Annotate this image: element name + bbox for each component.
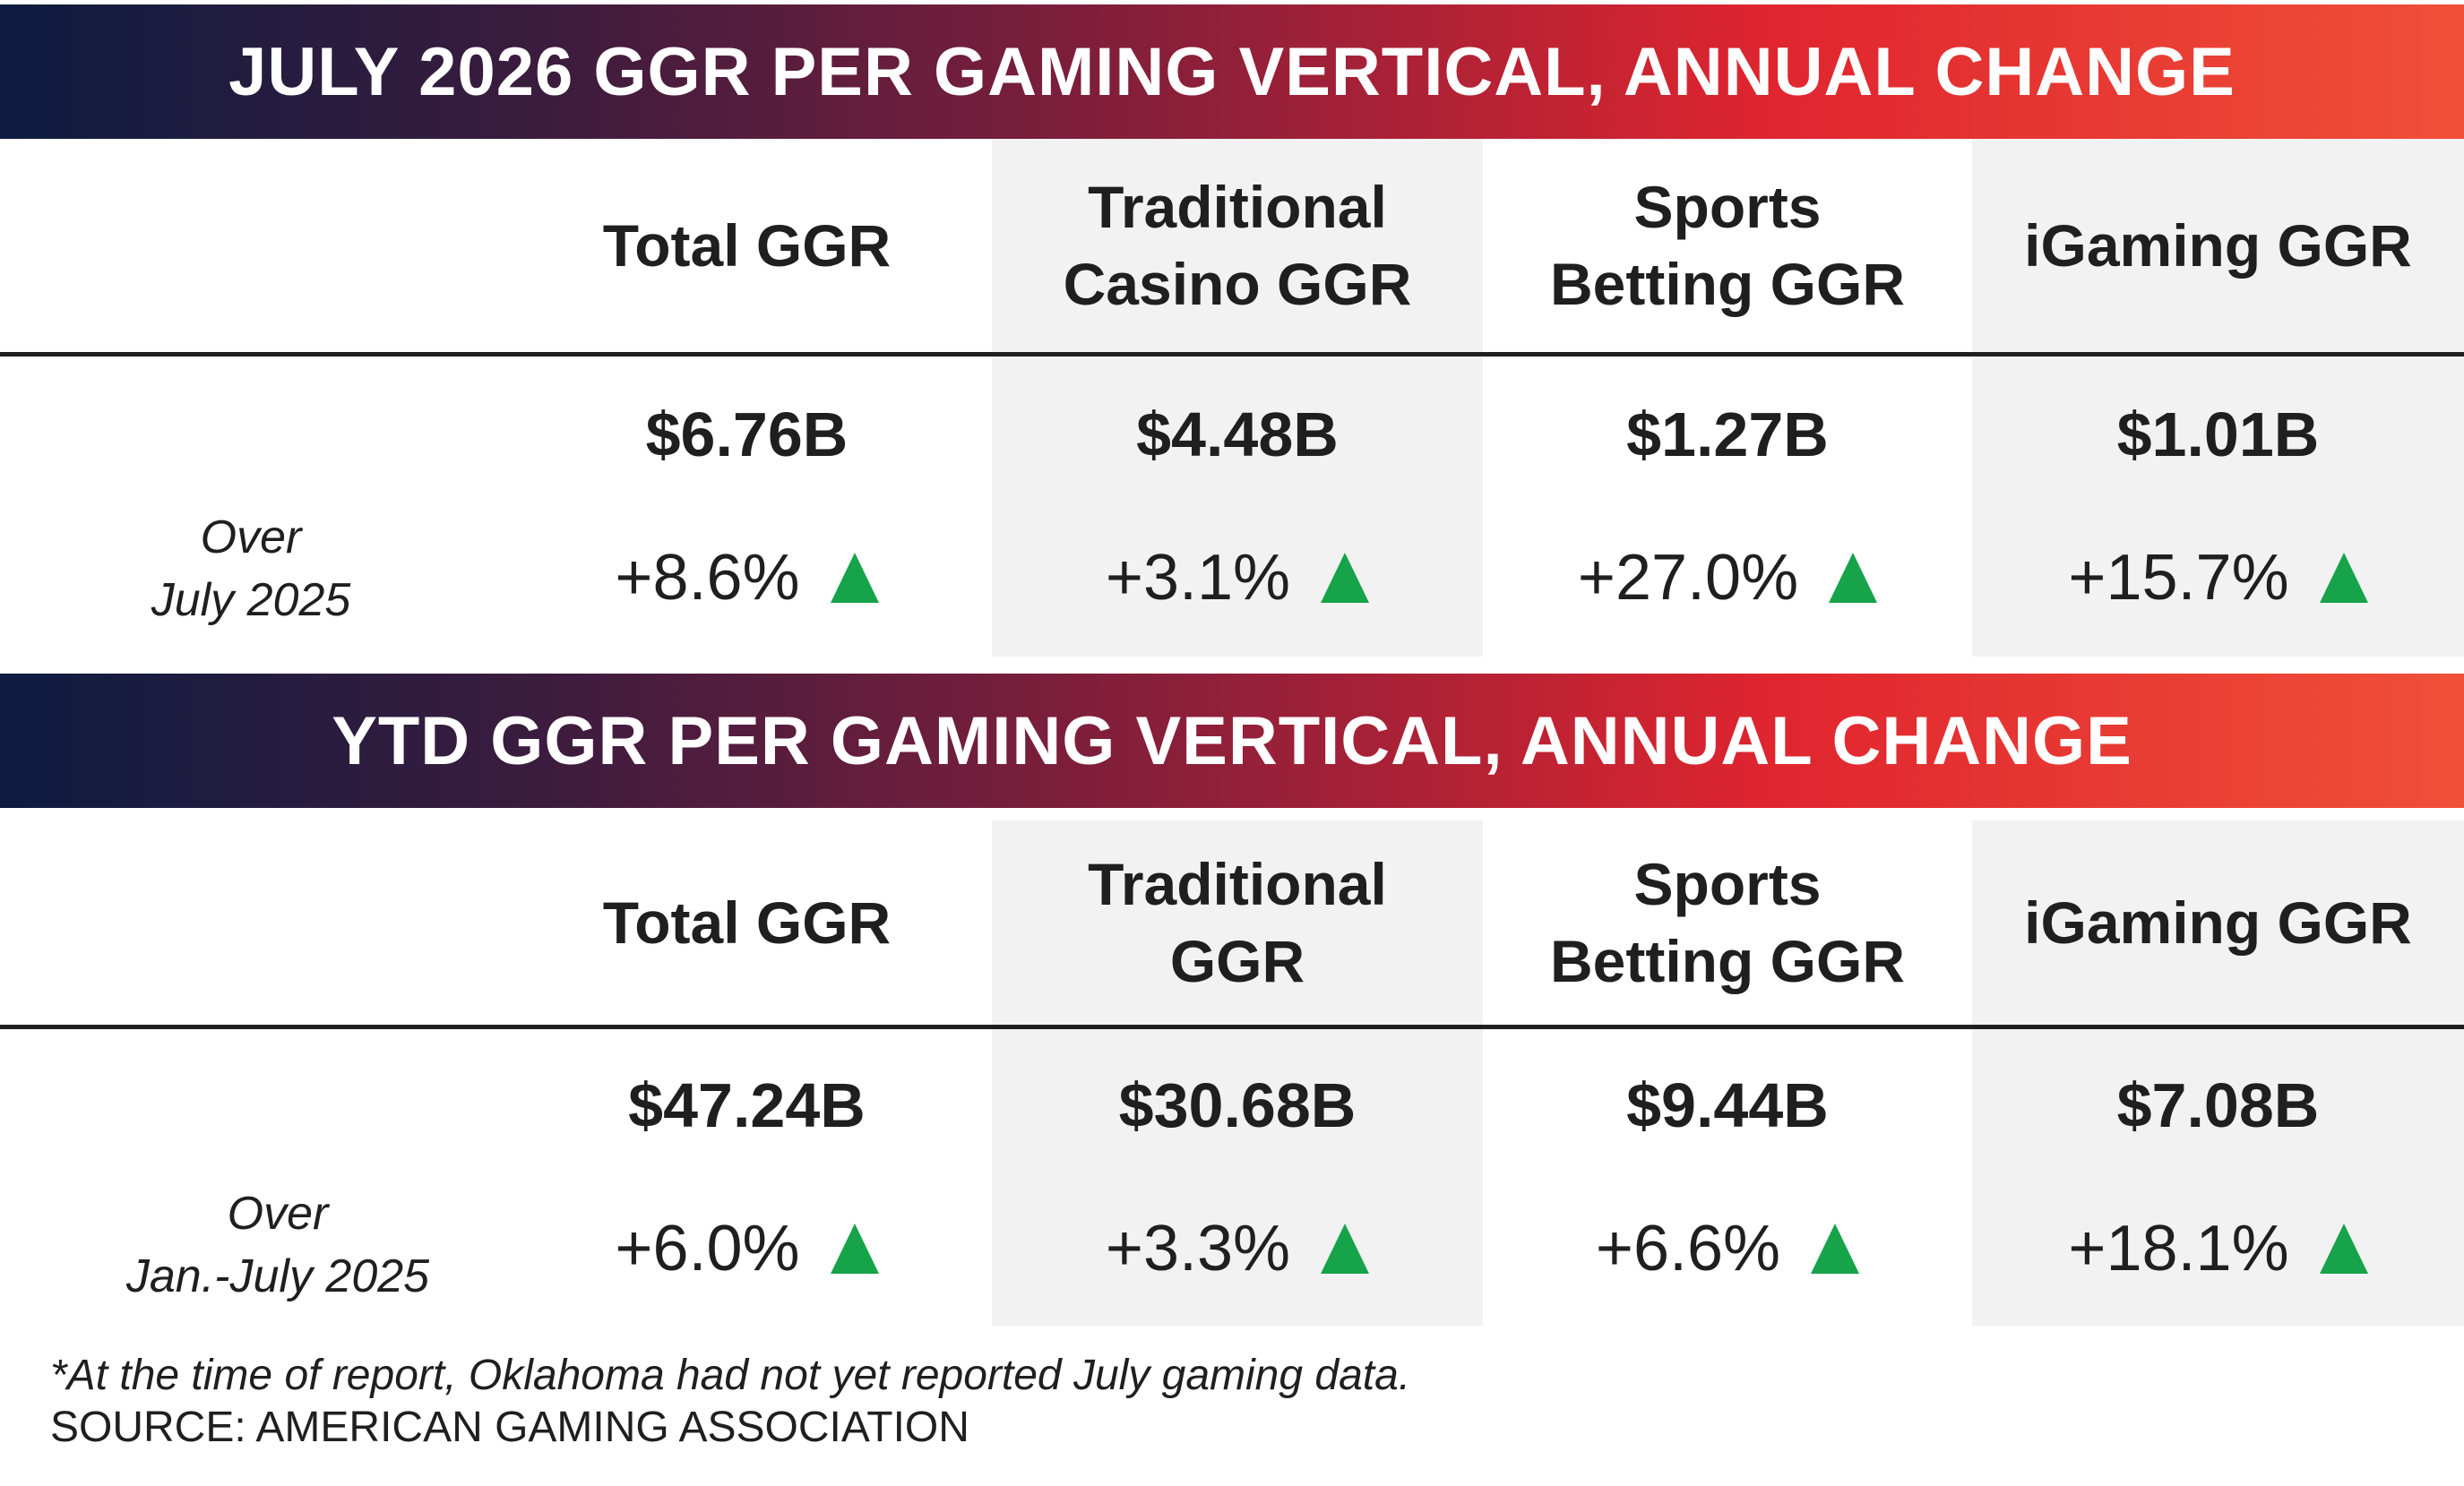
up-triangle-icon	[1811, 1224, 1860, 1274]
value-total-ggr: $6.76B	[645, 399, 849, 469]
change-text: +8.6%	[615, 542, 800, 614]
change-traditional-ggr: +3.3%	[992, 1204, 1483, 1293]
header-igaming-ggr: iGaming GGR	[2024, 889, 2412, 956]
change-text: +3.3%	[1105, 1213, 1291, 1284]
value-sports-betting-ggr: $1.27B	[1626, 399, 1829, 469]
up-triangle-icon	[830, 1224, 879, 1274]
up-triangle-icon	[2319, 553, 2368, 603]
row-label-over: Over July 2025	[151, 511, 351, 626]
shade-column-traditional	[992, 139, 1483, 657]
change-sports-betting-ggr: +27.0%	[1483, 533, 1972, 623]
footnote: *At the time of report, Oklahoma had not…	[50, 1352, 1411, 1399]
change-traditional-ggr: +3.1%	[992, 533, 1483, 623]
up-triangle-icon	[2319, 1224, 2368, 1274]
section-2-title: YTD GGR PER GAMING VERTICAL, ANNUAL CHAN…	[332, 702, 2132, 779]
value-traditional-ggr: $4.48B	[1136, 399, 1339, 469]
shade-column-igaming	[1972, 820, 2464, 1326]
header-rule	[0, 1025, 2464, 1029]
up-triangle-icon	[1321, 553, 1370, 603]
change-total-ggr: +8.6%	[502, 533, 992, 623]
change-text: +6.6%	[1595, 1213, 1781, 1284]
value-igaming-ggr: $7.08B	[2116, 1070, 2320, 1140]
header-traditional-casino-ggr: Traditional Casino GGR	[1063, 174, 1412, 317]
section-1-title-banner: JULY 2026 GGR PER GAMING VERTICAL, ANNUA…	[0, 4, 2464, 139]
header-rule	[0, 352, 2464, 356]
section-2-title-banner: YTD GGR PER GAMING VERTICAL, ANNUAL CHAN…	[0, 674, 2464, 808]
change-text: +27.0%	[1577, 542, 1799, 614]
change-igaming-ggr: +18.1%	[1972, 1204, 2464, 1293]
header-sports-betting-ggr: Sports Betting GGR	[1550, 851, 1905, 994]
value-sports-betting-ggr: $9.44B	[1626, 1070, 1829, 1140]
section-2-table: Total GGR Traditional GGR Sports Betting G…	[0, 820, 2464, 1326]
section-1-table: Total GGR Traditional Casino GGR Sports Be…	[0, 139, 2464, 657]
row-label-over: Over Jan.-July 2025	[125, 1188, 430, 1302]
value-traditional-ggr: $30.68B	[1118, 1070, 1357, 1140]
header-sports-betting-ggr: Sports Betting GGR	[1550, 174, 1905, 317]
change-igaming-ggr: +15.7%	[1972, 533, 2464, 623]
change-text: +18.1%	[2068, 1213, 2289, 1284]
shade-column-traditional	[992, 820, 1483, 1326]
up-triangle-icon	[1321, 1224, 1370, 1274]
change-text: +3.1%	[1105, 542, 1291, 614]
header-igaming-ggr: iGaming GGR	[2024, 212, 2412, 279]
up-triangle-icon	[1829, 553, 1878, 603]
change-text: +6.0%	[615, 1213, 800, 1284]
source-line: SOURCE: AMERICAN GAMING ASSOCIATION	[50, 1404, 969, 1451]
header-traditional-ggr: Traditional GGR	[1088, 851, 1387, 994]
value-igaming-ggr: $1.01B	[2116, 399, 2320, 469]
section-1-title: JULY 2026 GGR PER GAMING VERTICAL, ANNUA…	[228, 33, 2236, 110]
change-text: +15.7%	[2068, 542, 2289, 614]
up-triangle-icon	[830, 553, 879, 603]
header-total-ggr: Total GGR	[602, 212, 892, 279]
change-total-ggr: +6.0%	[502, 1204, 992, 1293]
change-sports-betting-ggr: +6.6%	[1483, 1204, 1972, 1293]
value-total-ggr: $47.24B	[628, 1070, 866, 1140]
shade-column-igaming	[1972, 139, 2464, 657]
header-total-ggr: Total GGR	[602, 889, 892, 956]
